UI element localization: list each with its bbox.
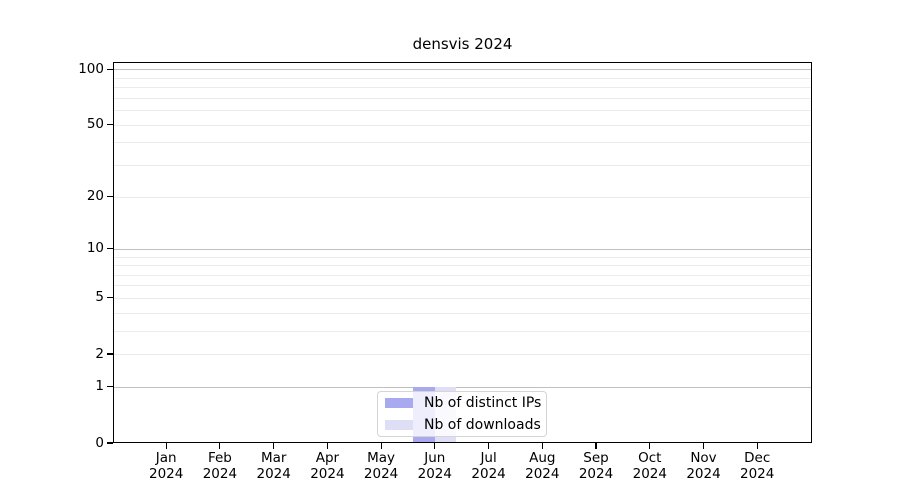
x-tick xyxy=(595,443,597,449)
y-tick-label: 50 xyxy=(86,116,104,133)
x-tick xyxy=(380,443,382,449)
x-tick-label-month: Feb xyxy=(207,450,232,466)
y-tick-label: 1 xyxy=(95,378,104,395)
y-gridline-minor xyxy=(114,97,811,99)
y-tick-label: 0 xyxy=(95,434,104,451)
y-tick-label: 10 xyxy=(86,240,104,257)
y-tick xyxy=(107,386,113,388)
x-tick-label-year: 2024 xyxy=(256,466,291,482)
x-tick-label-month: Sep xyxy=(583,450,609,466)
x-tick-label-year: 2024 xyxy=(632,466,667,482)
x-tick-label-year: 2024 xyxy=(310,466,345,482)
legend-label-distinct-ips: Nb of distinct IPs xyxy=(424,395,542,411)
x-tick xyxy=(488,443,490,449)
x-tick-label: Apr 2024 xyxy=(295,450,359,482)
x-tick-label-year: 2024 xyxy=(525,466,560,482)
chart-title: densvis 2024 xyxy=(412,35,513,53)
y-gridline-minor xyxy=(114,87,811,89)
y-gridline-minor xyxy=(114,256,811,258)
y-gridline-minor xyxy=(114,354,811,355)
y-tick-label: 5 xyxy=(95,289,104,306)
x-tick-label-month: Dec xyxy=(744,450,771,466)
y-gridline-minor xyxy=(114,124,811,126)
x-tick xyxy=(165,443,167,449)
x-tick-label: Jun 2024 xyxy=(403,450,467,482)
x-tick-label-year: 2024 xyxy=(149,466,184,482)
x-tick xyxy=(434,443,436,449)
plot-area xyxy=(113,62,812,443)
x-tick-label-year: 2024 xyxy=(686,466,721,482)
y-tick xyxy=(107,195,113,198)
x-tick-label-month: Jul xyxy=(480,450,497,466)
y-gridline-minor xyxy=(114,265,811,267)
x-tick-label-month: Apr xyxy=(315,450,340,466)
x-tick xyxy=(702,443,705,449)
y-tick xyxy=(107,124,113,126)
x-tick-label: Nov 2024 xyxy=(672,450,736,482)
x-tick-label-year: 2024 xyxy=(202,466,238,482)
x-tick xyxy=(219,443,221,449)
y-gridline-minor xyxy=(114,142,811,144)
x-tick-label-month: Nov xyxy=(690,450,717,466)
x-tick-label-year: 2024 xyxy=(417,466,452,482)
y-tick xyxy=(107,297,113,299)
legend-item-downloads: Nb of downloads xyxy=(378,414,546,436)
x-tick-label-year: 2024 xyxy=(471,466,506,482)
y-tick xyxy=(107,442,113,444)
y-gridline-minor xyxy=(114,164,811,166)
y-gridline-major xyxy=(114,386,811,388)
x-tick-label: Oct 2024 xyxy=(618,450,682,482)
y-tick xyxy=(107,353,113,355)
x-tick-label-month: Mar xyxy=(260,450,287,466)
y-gridline-minor xyxy=(114,297,811,299)
x-tick-label: May 2024 xyxy=(349,450,413,482)
y-tick-label: 20 xyxy=(86,188,104,204)
y-gridline-major xyxy=(114,248,811,250)
y-gridline-minor xyxy=(114,196,811,198)
y-gridline-minor xyxy=(114,77,811,79)
x-tick-label-year: 2024 xyxy=(740,466,775,482)
x-tick-label-month: Oct xyxy=(638,450,662,466)
x-tick xyxy=(273,443,275,449)
y-gridline-minor xyxy=(114,285,811,287)
x-tick-label: Jul 2024 xyxy=(457,450,521,482)
x-tick-label: Sep 2024 xyxy=(564,450,628,482)
legend-item-distinct-ips: Nb of distinct IPs xyxy=(378,392,546,414)
x-tick xyxy=(326,443,328,449)
x-tick-label: Feb 2024 xyxy=(188,450,252,482)
x-tick-label-month: Aug xyxy=(529,450,556,466)
y-gridline-minor xyxy=(114,330,811,332)
x-tick xyxy=(756,443,758,449)
x-tick-label-year: 2024 xyxy=(363,466,399,482)
y-gridline-minor xyxy=(114,110,811,112)
x-tick-label: Aug 2024 xyxy=(510,450,574,482)
x-tick-label-month: Jun xyxy=(424,450,446,466)
legend-label-downloads: Nb of downloads xyxy=(424,417,541,433)
x-tick xyxy=(541,443,543,449)
x-tick xyxy=(649,443,651,449)
x-tick-label-month: May xyxy=(367,450,396,466)
legend-swatch-downloads xyxy=(385,420,413,430)
y-tick xyxy=(107,248,113,250)
y-gridline-minor xyxy=(114,312,811,314)
legend-swatch-distinct-ips xyxy=(385,398,413,408)
y-gridline-major xyxy=(114,69,811,71)
x-tick-label: Dec 2024 xyxy=(725,450,789,482)
y-tick-label: 2 xyxy=(95,345,104,362)
y-tick-label: 100 xyxy=(78,60,104,77)
y-gridline-minor xyxy=(114,274,811,276)
x-tick-label-year: 2024 xyxy=(578,466,614,482)
y-tick xyxy=(107,68,113,70)
legend: Nb of distinct IPs Nb of downloads xyxy=(377,391,547,437)
x-tick-label: Mar 2024 xyxy=(242,450,306,482)
x-tick-label: Jan 2024 xyxy=(134,450,198,482)
x-tick-label-month: Jan xyxy=(155,450,177,466)
